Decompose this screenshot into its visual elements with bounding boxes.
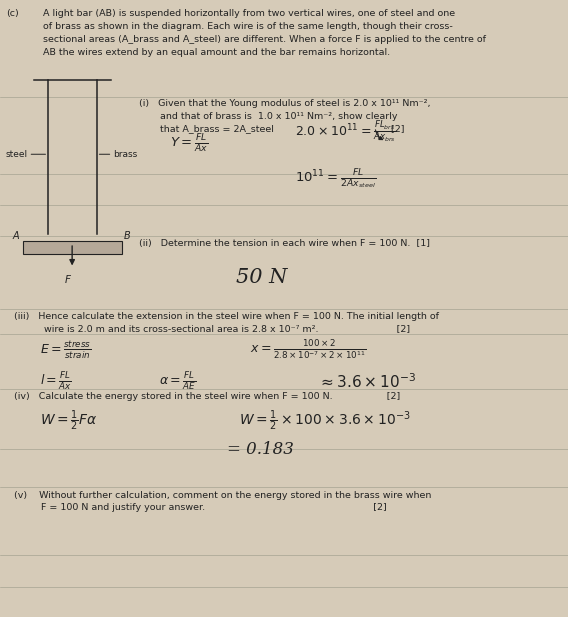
Text: $E=\frac{stress}{strain}$: $E=\frac{stress}{strain}$ xyxy=(40,339,91,362)
Text: $W=\frac{1}{2}\times100\times3.6\times10^{-3}$: $W=\frac{1}{2}\times100\times3.6\times10… xyxy=(239,408,410,433)
Text: (iv)   Calculate the energy stored in the steel wire when F = 100 N.            : (iv) Calculate the energy stored in the … xyxy=(14,392,400,401)
Text: steel: steel xyxy=(6,150,28,159)
Text: A light bar (AB) is suspended horizontally from two vertical wires, one of steel: A light bar (AB) is suspended horizontal… xyxy=(43,9,486,57)
Text: brass: brass xyxy=(114,150,138,159)
Text: $x=\frac{100\times2}{2.8\times10^{-7}\times2\times10^{11}}$: $x=\frac{100\times2}{2.8\times10^{-7}\ti… xyxy=(250,339,366,362)
Text: $\approx 3.6\times10^{-3}$: $\approx 3.6\times10^{-3}$ xyxy=(318,372,416,391)
Text: $\alpha=\frac{FL}{AE}$: $\alpha=\frac{FL}{AE}$ xyxy=(159,370,196,392)
Text: $2.0\times10^{11}=\frac{FL_{brs}}{Ax_{brs}}$: $2.0\times10^{11}=\frac{FL_{brs}}{Ax_{br… xyxy=(295,120,396,144)
Text: 50 N: 50 N xyxy=(236,268,287,288)
Text: (ii)   Determine the tension in each wire when F = 100 N.  [1]: (ii) Determine the tension in each wire … xyxy=(139,239,430,249)
Text: (c): (c) xyxy=(6,9,18,19)
Text: $W=\frac{1}{2}F\alpha$: $W=\frac{1}{2}F\alpha$ xyxy=(40,408,97,433)
Text: $10^{11}=\frac{FL}{2Ax_{steel}}$: $10^{11}=\frac{FL}{2Ax_{steel}}$ xyxy=(295,167,377,191)
Text: (v)    Without further calculation, comment on the energy stored in the brass wi: (v) Without further calculation, comment… xyxy=(14,491,432,512)
Text: $F$: $F$ xyxy=(64,273,72,284)
Text: $l=\frac{FL}{Ax}$: $l=\frac{FL}{Ax}$ xyxy=(40,370,72,392)
Text: (i)   Given that the Young modulus of steel is 2.0 x 10¹¹ Nm⁻²,
       and that : (i) Given that the Young modulus of stee… xyxy=(139,99,431,133)
Text: B: B xyxy=(124,231,131,241)
Bar xyxy=(23,241,122,254)
Text: (iii)   Hence calculate the extension in the steel wire when F = 100 N. The init: (iii) Hence calculate the extension in t… xyxy=(14,312,439,333)
Text: $Y=\frac{FL}{Ax}$: $Y=\frac{FL}{Ax}$ xyxy=(170,133,208,155)
Text: A: A xyxy=(12,231,19,241)
Text: = 0.183: = 0.183 xyxy=(227,441,294,458)
